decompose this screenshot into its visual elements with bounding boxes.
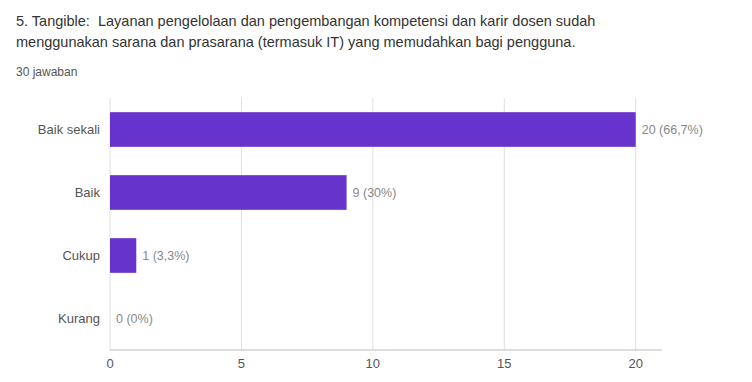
data-label: 1 (3,3%) — [142, 249, 189, 263]
y-tick-label: Kurang — [58, 311, 100, 326]
bar — [110, 238, 136, 273]
data-label: 20 (66,7%) — [642, 123, 703, 137]
grid — [110, 98, 636, 350]
x-tick-label: 20 — [628, 356, 642, 371]
subtitle: 30 jawaban — [16, 65, 77, 79]
x-tick-label: 15 — [497, 356, 511, 371]
x-tick-label: 10 — [366, 356, 380, 371]
data-label: 0 (0%) — [116, 312, 153, 326]
x-tick-label: 0 — [106, 356, 113, 371]
title: 5. Tangible: Layanan pengelolaan dan pen… — [16, 13, 595, 29]
data-label: 9 (30%) — [353, 186, 397, 200]
chart: 5. Tangible: Layanan pengelolaan dan pen… — [0, 0, 752, 382]
x-axis-line — [110, 350, 662, 351]
title: menggunakan sarana dan prasarana (termas… — [16, 34, 575, 50]
y-tick-label: Cukup — [62, 248, 100, 263]
bar — [110, 175, 347, 210]
bar — [110, 112, 636, 147]
y-tick-label: Baik — [75, 185, 101, 200]
y-tick-label: Baik sekali — [38, 122, 100, 137]
bars — [110, 112, 636, 273]
bar — [110, 301, 111, 336]
background — [0, 0, 752, 382]
x-tick-label: 5 — [238, 356, 245, 371]
